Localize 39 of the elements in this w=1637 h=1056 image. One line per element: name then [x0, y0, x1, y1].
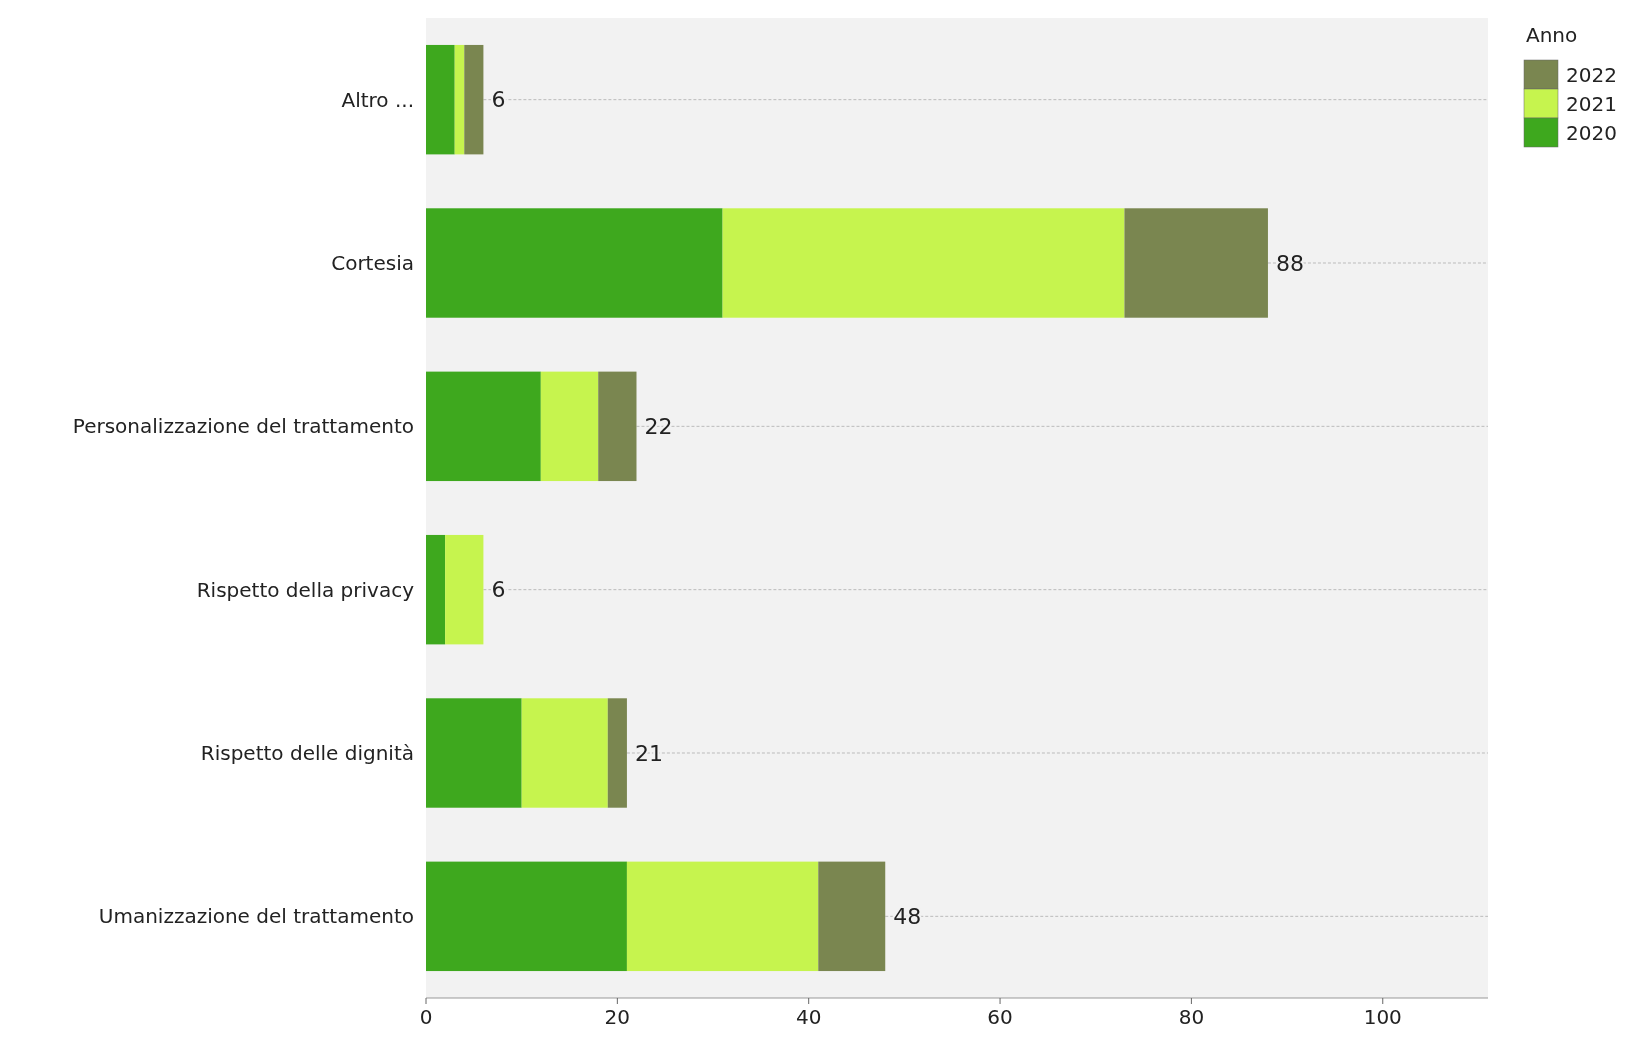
y-tick-label: Umanizzazione del trattamento: [98, 904, 414, 929]
bar: [521, 698, 608, 808]
bar: [426, 371, 541, 482]
x-tick-label: 60: [987, 1005, 1013, 1029]
bar: [426, 44, 455, 155]
y-tick-label: Altro ...: [341, 87, 414, 112]
legend-label: 2020: [1566, 121, 1617, 145]
bar: [540, 371, 599, 482]
bar: [426, 208, 723, 318]
total-label: 21: [634, 740, 663, 766]
total-label: 48: [893, 904, 922, 930]
bar: [464, 44, 484, 155]
bar: [722, 208, 1125, 318]
bar: [598, 371, 637, 482]
total-label: 22: [644, 414, 673, 440]
x-tick-label: 20: [604, 1005, 631, 1029]
bar: [1124, 208, 1268, 318]
bar: [426, 698, 522, 808]
bar: [626, 861, 819, 972]
bar: [818, 861, 886, 972]
bar: [426, 534, 446, 645]
y-tick-label: Personalizzazione del trattamento: [72, 414, 414, 439]
total-label: 88: [1275, 250, 1304, 276]
x-tick-label: 80: [1178, 1005, 1205, 1029]
bar: [445, 534, 484, 645]
legend-title: Anno: [1526, 23, 1578, 47]
bar: [454, 44, 465, 155]
y-tick-label: Cortesia: [331, 251, 414, 275]
x-tick-label: 40: [795, 1005, 822, 1029]
x-tick-label: 100: [1363, 1005, 1402, 1029]
legend-label: 2021: [1566, 92, 1617, 116]
y-tick-label: Rispetto delle dignità: [200, 741, 414, 765]
bar: [426, 861, 627, 972]
x-tick-label: 0: [419, 1005, 433, 1029]
total-label: 6: [491, 87, 506, 113]
bar: [607, 698, 627, 808]
total-label: 6: [491, 577, 506, 603]
y-tick-label: Rispetto della privacy: [196, 577, 415, 602]
legend-label: 2022: [1566, 63, 1617, 87]
